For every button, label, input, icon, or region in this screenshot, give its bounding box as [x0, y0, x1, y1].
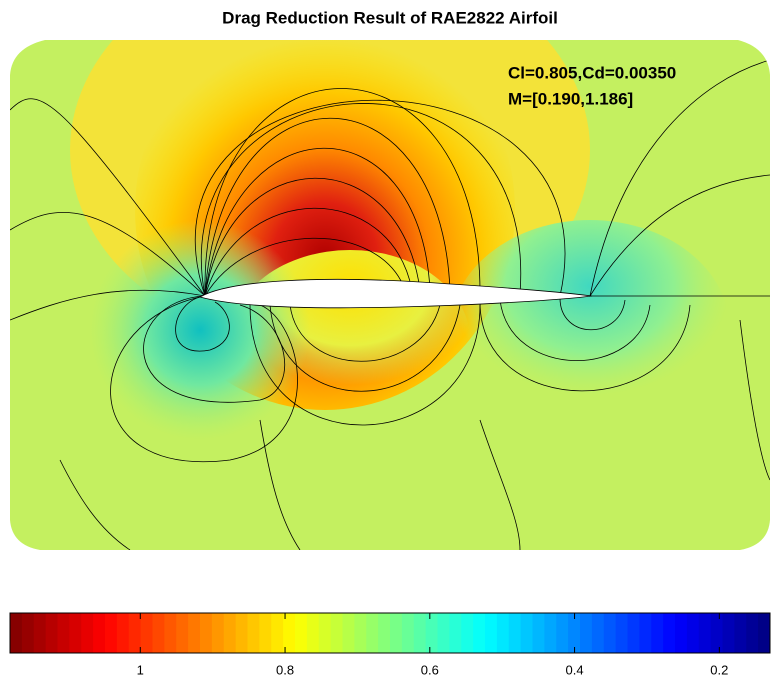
colorbar-cell: [164, 613, 177, 653]
colorbar-cell: [57, 613, 70, 653]
colorbar-cell: [568, 613, 581, 653]
colorbar-cell: [45, 613, 58, 653]
colorbar-cell: [675, 613, 688, 653]
colorbar-cell: [306, 613, 320, 653]
colorbar-cell: [140, 613, 153, 653]
colorbar-cell: [354, 613, 367, 653]
colorbar-cell: [461, 613, 474, 653]
chart-title: Drag Reduction Result of RAE2822 Airfoil: [222, 8, 558, 27]
x-tick-label: 1: [137, 662, 144, 677]
colorbar-cell: [722, 613, 735, 653]
annotation: Cl=0.805,Cd=0.00350: [508, 63, 676, 82]
colorbar-cell: [449, 613, 462, 653]
colorbar-cell: [378, 613, 391, 653]
colorbar-cell: [128, 613, 142, 653]
colorbar-cell: [271, 613, 284, 653]
colorbar-cell: [366, 613, 379, 653]
colorbar-cell: [235, 613, 248, 653]
colorbar-cell: [247, 613, 260, 653]
colorbar-cell: [283, 613, 296, 653]
colorbar-cell: [544, 613, 557, 653]
colorbar-cell: [698, 613, 712, 653]
colorbar-cell: [580, 613, 593, 653]
colorbar-cell: [758, 613, 771, 653]
colorbar-cell: [188, 613, 201, 653]
colorbar-cell: [508, 613, 522, 653]
colorbar-cell: [591, 613, 605, 653]
colorbar-cell: [33, 613, 47, 653]
colorbar-cell: [734, 613, 747, 653]
colorbar-cell: [473, 613, 486, 653]
colorbar-cell: [81, 613, 94, 653]
colorbar-cell: [200, 613, 213, 653]
colorbar-cell: [639, 613, 652, 653]
colorbar-cell: [496, 613, 510, 653]
colorbar-cell: [425, 613, 438, 653]
colorbar-cell: [437, 613, 450, 653]
colorbar-cell: [152, 613, 165, 653]
colorbar-cell: [413, 613, 427, 653]
colorbar-cell: [223, 613, 237, 653]
contour-field: [10, 40, 770, 550]
colorbar-cell: [21, 613, 35, 653]
colorbar-cell: [627, 613, 640, 653]
colorbar-cell: [615, 613, 628, 653]
colorbar-cell: [211, 613, 225, 653]
colorbar-cell: [69, 613, 82, 653]
colorbar-cell: [295, 613, 308, 653]
colorbar-frame: [9, 612, 771, 654]
colorbar-cell: [651, 613, 664, 653]
x-tick-label: 0.8: [276, 662, 294, 677]
colorbar-cell: [390, 613, 403, 653]
colorbar: 1 0.8 0.6 0.4 0.2: [9, 612, 771, 677]
colorbar-cell: [259, 613, 272, 653]
colorbar-cell: [710, 613, 723, 653]
colorbar-cell: [663, 613, 676, 653]
contour-lines: [10, 59, 770, 550]
colorbar-cell: [330, 613, 343, 653]
colorbar-cell: [176, 613, 189, 653]
colorbar-cell: [401, 613, 415, 653]
airfoil: [198, 278, 593, 309]
colorbar-cell: [10, 613, 23, 653]
colorbar-cell: [116, 613, 130, 653]
colorbar-cell: [93, 613, 106, 653]
annotation: M=[0.190,1.186]: [508, 89, 633, 108]
colorbar-cell: [105, 613, 118, 653]
colorbar-cell: [686, 613, 700, 653]
x-tick-label: 0.6: [421, 662, 439, 677]
colorbar-cell: [318, 613, 332, 653]
colorbar-cell: [342, 613, 355, 653]
colorbar-cell: [603, 613, 617, 653]
colorbar-cell: [556, 613, 569, 653]
colorbar-cell: [746, 613, 759, 653]
colorbar-cell: [485, 613, 498, 653]
x-tick-label: 0.2: [710, 662, 728, 677]
colorbar-cell: [520, 613, 533, 653]
colorbar-cell: [532, 613, 545, 653]
x-tick-label: 0.4: [566, 662, 584, 677]
